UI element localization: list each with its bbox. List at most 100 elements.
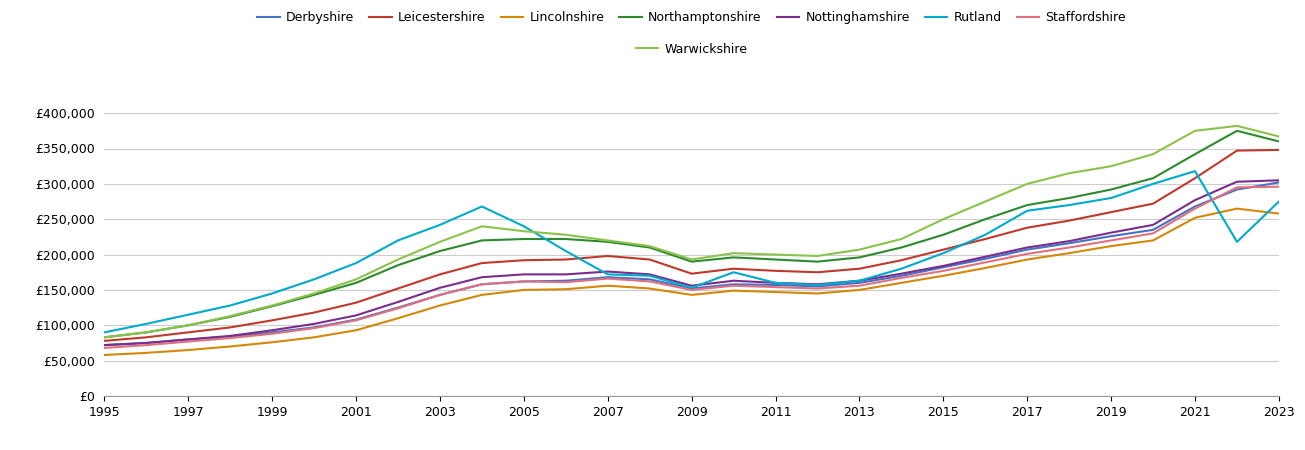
Nottinghamshire bbox=[1146, 222, 1161, 228]
Derbyshire bbox=[515, 279, 531, 284]
Nottinghamshire bbox=[515, 272, 531, 277]
Line: Leicestershire: Leicestershire bbox=[104, 150, 1279, 341]
Derbyshire bbox=[894, 273, 910, 279]
Rutland bbox=[1061, 202, 1077, 208]
Rutland bbox=[515, 224, 531, 229]
Nottinghamshire bbox=[684, 283, 699, 288]
Lincolnshire bbox=[474, 292, 489, 297]
Warwickshire bbox=[977, 199, 993, 204]
Derbyshire bbox=[474, 282, 489, 287]
Lincolnshire bbox=[348, 328, 364, 333]
Staffordshire bbox=[852, 283, 868, 288]
Line: Nottinghamshire: Nottinghamshire bbox=[104, 180, 1279, 345]
Nottinghamshire bbox=[977, 254, 993, 259]
Rutland bbox=[1271, 199, 1287, 204]
Staffordshire bbox=[222, 335, 238, 341]
Staffordshire bbox=[1061, 245, 1077, 250]
Rutland bbox=[936, 251, 951, 256]
Northamptonshire bbox=[600, 239, 616, 244]
Warwickshire bbox=[852, 247, 868, 252]
Derbyshire bbox=[600, 274, 616, 280]
Leicestershire bbox=[726, 266, 741, 271]
Staffordshire bbox=[559, 279, 574, 285]
Lincolnshire bbox=[726, 288, 741, 293]
Rutland bbox=[265, 291, 281, 296]
Nottinghamshire bbox=[1188, 198, 1203, 203]
Derbyshire bbox=[852, 280, 868, 286]
Northamptonshire bbox=[432, 248, 448, 254]
Leicestershire bbox=[432, 272, 448, 277]
Leicestershire bbox=[600, 253, 616, 259]
Nottinghamshire bbox=[852, 278, 868, 284]
Rutland bbox=[684, 285, 699, 291]
Staffordshire bbox=[432, 292, 448, 297]
Lincolnshire bbox=[767, 289, 783, 295]
Northamptonshire bbox=[1061, 195, 1077, 201]
Rutland bbox=[222, 303, 238, 308]
Staffordshire bbox=[97, 345, 112, 351]
Lincolnshire bbox=[642, 286, 658, 291]
Nottinghamshire bbox=[97, 342, 112, 348]
Rutland bbox=[767, 280, 783, 286]
Leicestershire bbox=[474, 261, 489, 266]
Rutland bbox=[642, 273, 658, 279]
Staffordshire bbox=[474, 282, 489, 287]
Leicestershire bbox=[1188, 176, 1203, 181]
Lincolnshire bbox=[936, 273, 951, 279]
Derbyshire bbox=[390, 305, 406, 310]
Warwickshire bbox=[600, 238, 616, 243]
Nottinghamshire bbox=[767, 280, 783, 286]
Warwickshire bbox=[348, 277, 364, 282]
Lincolnshire bbox=[307, 335, 322, 340]
Rutland bbox=[852, 278, 868, 284]
Lincolnshire bbox=[1271, 211, 1287, 216]
Rutland bbox=[726, 270, 741, 275]
Nottinghamshire bbox=[642, 272, 658, 277]
Leicestershire bbox=[1229, 148, 1245, 153]
Northamptonshire bbox=[809, 259, 825, 264]
Rutland bbox=[600, 272, 616, 277]
Nottinghamshire bbox=[809, 282, 825, 287]
Line: Derbyshire: Derbyshire bbox=[104, 182, 1279, 345]
Lincolnshire bbox=[809, 291, 825, 296]
Derbyshire bbox=[936, 265, 951, 270]
Northamptonshire bbox=[180, 323, 196, 328]
Leicestershire bbox=[1271, 147, 1287, 153]
Rutland bbox=[474, 204, 489, 209]
Warwickshire bbox=[726, 251, 741, 256]
Leicestershire bbox=[936, 247, 951, 252]
Warwickshire bbox=[809, 253, 825, 259]
Rutland bbox=[809, 282, 825, 288]
Warwickshire bbox=[894, 236, 910, 242]
Northamptonshire bbox=[726, 255, 741, 260]
Northamptonshire bbox=[767, 257, 783, 262]
Derbyshire bbox=[559, 278, 574, 284]
Derbyshire bbox=[180, 337, 196, 342]
Warwickshire bbox=[1146, 152, 1161, 157]
Staffordshire bbox=[1229, 184, 1245, 190]
Northamptonshire bbox=[1271, 139, 1287, 144]
Warwickshire bbox=[515, 229, 531, 234]
Lincolnshire bbox=[1019, 257, 1035, 262]
Lincolnshire bbox=[852, 287, 868, 292]
Rutland bbox=[1019, 208, 1035, 213]
Staffordshire bbox=[348, 318, 364, 323]
Lincolnshire bbox=[977, 266, 993, 271]
Northamptonshire bbox=[307, 292, 322, 297]
Northamptonshire bbox=[474, 238, 489, 243]
Leicestershire bbox=[390, 286, 406, 291]
Rutland bbox=[559, 248, 574, 254]
Legend: Warwickshire: Warwickshire bbox=[630, 38, 753, 61]
Nottinghamshire bbox=[348, 313, 364, 318]
Rutland bbox=[97, 330, 112, 335]
Warwickshire bbox=[390, 257, 406, 262]
Leicestershire bbox=[977, 236, 993, 242]
Warwickshire bbox=[642, 243, 658, 249]
Derbyshire bbox=[348, 317, 364, 322]
Staffordshire bbox=[180, 339, 196, 344]
Lincolnshire bbox=[600, 283, 616, 288]
Derbyshire bbox=[432, 292, 448, 297]
Warwickshire bbox=[180, 323, 196, 328]
Warwickshire bbox=[1188, 128, 1203, 134]
Warwickshire bbox=[1103, 163, 1118, 169]
